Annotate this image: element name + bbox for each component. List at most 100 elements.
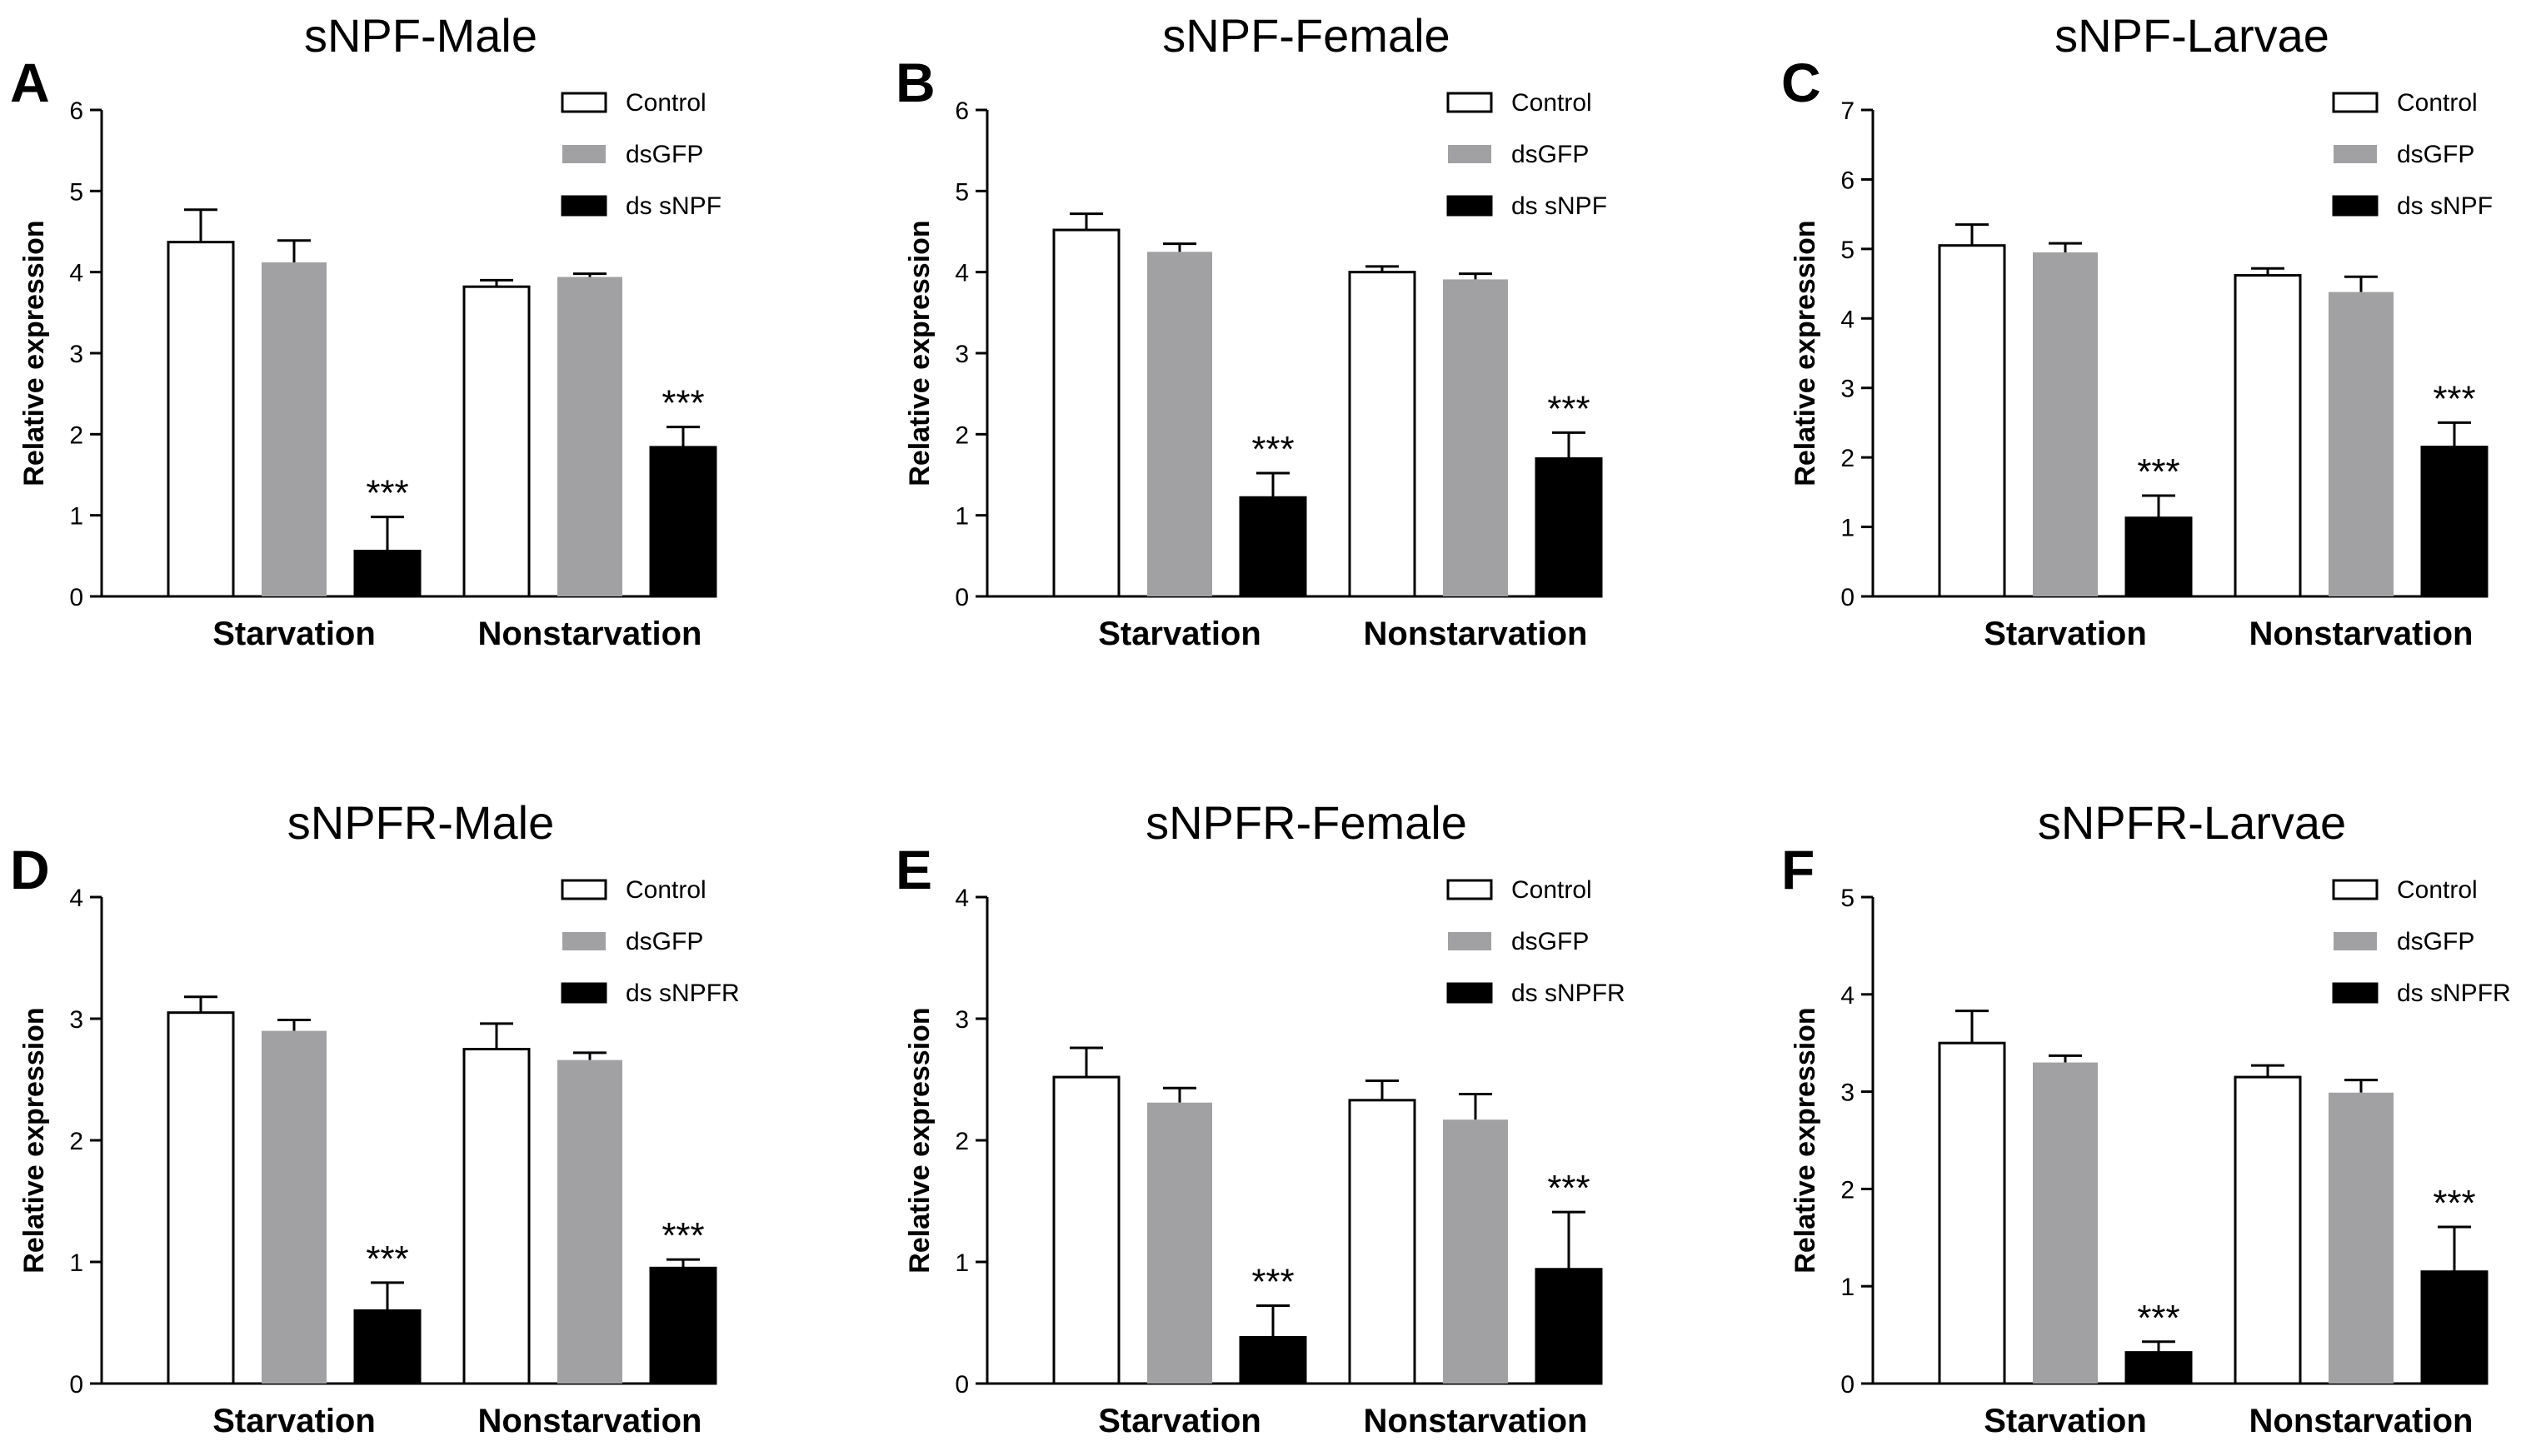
x-category-label: Nonstarvation xyxy=(2249,616,2474,652)
y-tick-label: 2 xyxy=(69,421,83,449)
bar-dsgfp xyxy=(1443,279,1508,596)
legend-swatch xyxy=(2332,879,2379,900)
y-tick-label: 2 xyxy=(955,421,969,449)
bar-control xyxy=(1348,1099,1416,1385)
panel-letter: C xyxy=(1781,52,1821,113)
significance-label: *** xyxy=(366,1239,408,1279)
bar-control xyxy=(167,241,235,598)
bar-ds-snpfr xyxy=(649,1266,717,1385)
legend-label: dsGFP xyxy=(2397,141,2474,168)
y-axis-label: Relative expression xyxy=(1790,220,1821,486)
bar-ds-snpf xyxy=(2420,446,2489,598)
legend-swatch xyxy=(2332,195,2379,217)
x-category-label: Nonstarvation xyxy=(1364,1403,1588,1439)
y-tick-label: 4 xyxy=(1840,982,1855,1010)
y-tick-label: 3 xyxy=(1840,1080,1855,1107)
panel-letter: B xyxy=(896,52,936,113)
x-category-label: Starvation xyxy=(1984,616,2147,652)
y-tick-label: 4 xyxy=(955,885,969,912)
panel-a: sNPF-Male A Relative expression 0 1 2 3 4 5 6 Star… xyxy=(10,9,721,652)
legend-label: Control xyxy=(626,876,706,904)
y-axis-label: Relative expression xyxy=(1790,1007,1821,1273)
y-tick-label: 3 xyxy=(955,341,969,368)
legend-swatch xyxy=(2332,982,2379,1004)
y-tick-label: 6 xyxy=(69,97,83,125)
legend-label: Control xyxy=(1511,89,1592,117)
panel-letter: F xyxy=(1781,839,1815,900)
bar-dsgfp xyxy=(1147,252,1212,596)
significance-label: *** xyxy=(1547,1168,1590,1209)
y-tick-label: 6 xyxy=(1840,167,1855,194)
y-tick-label: 2 xyxy=(69,1128,83,1155)
legend-label: ds sNPF xyxy=(1511,192,1607,220)
bar-control xyxy=(2234,1075,2302,1385)
y-tick-label: 0 xyxy=(69,1371,83,1399)
bar-ds-snpfr xyxy=(1239,1336,1307,1385)
y-tick-label: 1 xyxy=(1840,1274,1855,1301)
bar-dsgfp xyxy=(1443,1119,1508,1384)
y-tick-label: 7 xyxy=(1840,97,1855,125)
bar-ds-snpf xyxy=(353,549,422,598)
bar-dsgfp xyxy=(2033,252,2098,596)
bar-control xyxy=(2234,274,2302,598)
significance-label: *** xyxy=(2433,378,2475,419)
panel-c: sNPF-Larvae C Relative expression 0 1 2 3 4 5 6 7 S… xyxy=(1781,9,2493,652)
bar-dsgfp xyxy=(262,1030,327,1384)
legend-swatch xyxy=(562,145,606,163)
panel-d: sNPFR-Male D Relative expression 0 1 2 3 4 Starv… xyxy=(10,796,740,1439)
panel-letter: A xyxy=(10,52,50,113)
panel-b: sNPF-Female B Relative expression 0 1 2 3 4 5 6 St… xyxy=(896,9,1607,652)
y-axis-label: Relative expression xyxy=(904,1007,936,1273)
bar-control xyxy=(1052,228,1121,598)
y-tick-label: 3 xyxy=(1840,376,1855,403)
bar-dsgfp xyxy=(2033,1062,2098,1384)
y-tick-label: 4 xyxy=(69,885,83,912)
legend-swatch xyxy=(1446,982,1493,1004)
legend-label: Control xyxy=(1511,876,1592,904)
legend-label: dsGFP xyxy=(2397,928,2474,955)
legend-swatch xyxy=(1448,932,1491,950)
x-category-label: Starvation xyxy=(1098,616,1261,652)
chart-title: sNPFR-Female xyxy=(1146,796,1467,849)
bar-ds-snpfr xyxy=(2124,1351,2193,1385)
y-tick-label: 4 xyxy=(955,260,969,287)
y-axis-label: Relative expression xyxy=(904,220,936,486)
legend-label: Control xyxy=(626,89,706,117)
y-tick-label: 5 xyxy=(1840,885,1855,912)
y-tick-label: 1 xyxy=(69,503,83,531)
bar-ds-snpfr xyxy=(2420,1270,2489,1385)
y-tick-label: 0 xyxy=(955,584,969,611)
bar-dsgfp xyxy=(2329,1092,2394,1384)
significance-label: *** xyxy=(661,383,704,424)
significance-label: *** xyxy=(2433,1183,2475,1224)
significance-label: *** xyxy=(2137,451,2179,492)
bar-ds-snpf xyxy=(1535,457,1603,598)
y-tick-label: 2 xyxy=(955,1128,969,1155)
bar-dsgfp xyxy=(2329,292,2394,596)
y-tick-label: 0 xyxy=(1840,584,1855,611)
legend-swatch xyxy=(2334,145,2377,163)
bar-control xyxy=(1348,271,1416,598)
legend-swatch xyxy=(1446,92,1493,113)
significance-label: *** xyxy=(1251,429,1294,470)
bar-dsgfp xyxy=(557,1060,622,1384)
y-tick-label: 0 xyxy=(955,1371,969,1399)
legend-label: dsGFP xyxy=(626,928,703,955)
y-tick-label: 3 xyxy=(69,1006,83,1034)
bar-ds-snpf xyxy=(1239,496,1307,598)
legend-swatch xyxy=(2332,92,2379,113)
bar-ds-snpfr xyxy=(1535,1268,1603,1385)
y-tick-label: 3 xyxy=(955,1006,969,1034)
y-tick-label: 0 xyxy=(69,584,83,611)
y-tick-label: 2 xyxy=(1840,1176,1855,1204)
panel-letter: D xyxy=(10,839,50,900)
legend-swatch xyxy=(561,92,607,113)
legend-label: ds sNPFR xyxy=(1511,980,1625,1007)
panel-e: sNPFR-Female E Relative expression 0 1 2 3 4 Sta… xyxy=(896,796,1625,1439)
legend-swatch xyxy=(561,195,607,217)
legend-swatch xyxy=(562,932,606,950)
chart-title: sNPFR-Male xyxy=(287,796,554,849)
y-tick-label: 1 xyxy=(1840,515,1855,542)
x-category-label: Starvation xyxy=(1984,1403,2147,1439)
